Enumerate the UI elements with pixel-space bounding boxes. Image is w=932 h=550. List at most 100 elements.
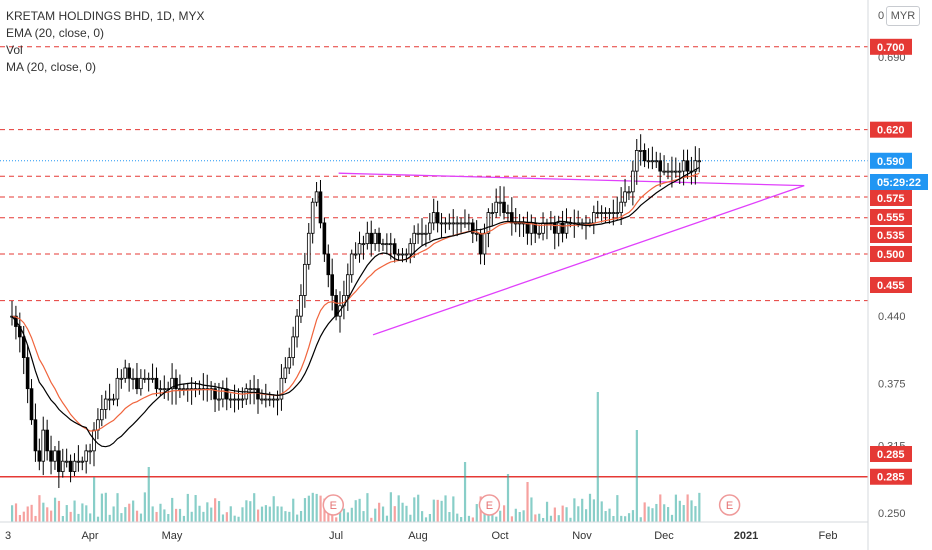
earnings-label: E xyxy=(486,500,493,512)
volume-bar xyxy=(409,514,412,522)
plot-area[interactable] xyxy=(0,0,868,522)
triangle-trendlines[interactable] xyxy=(338,172,805,336)
volume-bar xyxy=(143,492,146,522)
time-axis[interactable]: 3 Apr May Jul Aug Oct Nov Dec 2021 Feb xyxy=(0,521,868,542)
candle-body xyxy=(408,243,413,255)
volume-bar xyxy=(81,503,84,522)
candle-body xyxy=(392,243,397,255)
volume-bar xyxy=(471,517,474,522)
candle-body xyxy=(72,460,77,472)
volume-bar xyxy=(104,492,107,522)
candle-body xyxy=(154,377,159,390)
volume-bar xyxy=(577,506,580,522)
volume-bar xyxy=(124,507,127,522)
volume-bar xyxy=(475,504,478,522)
volume-bar xyxy=(57,500,61,522)
volume-bar xyxy=(292,498,295,522)
price-tick-label: 0.375 xyxy=(878,379,906,391)
volume-bar xyxy=(342,508,346,522)
volume-bar xyxy=(389,492,392,522)
volume-bar xyxy=(460,517,463,522)
volume-bar xyxy=(686,494,689,522)
volume-bar xyxy=(214,498,217,522)
volume-bar xyxy=(366,493,369,522)
candle-body xyxy=(232,398,237,401)
volume-bar xyxy=(553,507,556,522)
candle-body xyxy=(41,429,46,462)
candle-body xyxy=(537,232,541,235)
volume-bar xyxy=(53,497,57,522)
candle-body xyxy=(373,232,377,245)
volume-bar xyxy=(499,510,502,522)
candle-body xyxy=(314,191,319,203)
price-tick-label: 0 xyxy=(878,10,884,22)
volume-bar xyxy=(245,500,248,522)
candle-body xyxy=(552,222,557,234)
candle-body xyxy=(213,388,217,400)
level-tag-3: 0.555 xyxy=(870,209,912,225)
level-tag-3-text: 0.555 xyxy=(877,212,905,224)
volume-bar xyxy=(690,500,693,522)
volume-bar xyxy=(631,510,635,522)
volume-bar xyxy=(467,515,471,522)
indicator-vol[interactable]: Vol xyxy=(6,43,23,57)
ma20-line xyxy=(11,166,700,448)
volume-bar xyxy=(510,516,514,522)
volume-bar xyxy=(46,507,49,522)
volume-bar xyxy=(424,517,428,522)
candle-body xyxy=(404,253,409,256)
volume-bar xyxy=(151,506,154,522)
volume-bar xyxy=(65,505,68,522)
candle-body xyxy=(474,232,479,235)
chart-title[interactable]: KRETAM HOLDINGS BHD, 1D, MYX xyxy=(6,9,205,23)
candle-body xyxy=(76,460,81,463)
time-tick-label: May xyxy=(162,530,183,542)
volume-bar xyxy=(542,517,545,522)
volume-bar xyxy=(592,499,596,522)
volume-bar xyxy=(674,494,678,522)
volume-bar xyxy=(221,514,225,522)
currency-button[interactable]: MYR xyxy=(886,6,920,26)
candle-body xyxy=(584,222,588,225)
earnings-label: E xyxy=(726,500,733,512)
volume-bar xyxy=(198,505,201,522)
candle-body xyxy=(80,460,85,463)
volume-bar xyxy=(241,507,244,522)
volume-bar xyxy=(280,506,283,522)
chart-legend: KRETAM HOLDINGS BHD, 1D, MYX EMA (20, cl… xyxy=(6,8,204,76)
volume-bar xyxy=(89,513,92,522)
candle-body xyxy=(638,149,643,152)
level-tag-solid-text: 0.285 xyxy=(877,472,905,484)
earnings-marker-0: E xyxy=(322,494,345,516)
candle-body xyxy=(64,460,69,463)
indicator-ema[interactable]: EMA (20, close, 0) xyxy=(6,26,105,40)
volume-bar xyxy=(549,515,553,522)
volume-bar xyxy=(163,509,166,522)
candle-body xyxy=(381,243,385,246)
candle-body xyxy=(291,336,295,359)
candle-body xyxy=(447,222,452,225)
volume-bar xyxy=(171,497,174,522)
volume-bar xyxy=(581,498,584,522)
volume-bar xyxy=(96,516,100,522)
candle-body xyxy=(146,377,151,380)
volume-bar xyxy=(339,509,342,522)
volume-bar xyxy=(69,511,72,522)
volume-bar xyxy=(30,504,33,522)
candle-body xyxy=(377,232,381,245)
candle-body xyxy=(174,377,178,390)
candle-body xyxy=(139,377,143,390)
candle-body xyxy=(279,377,284,400)
volume-bar xyxy=(530,497,533,522)
indicator-ma[interactable]: MA (20, close, 0) xyxy=(6,60,97,74)
candle-body xyxy=(306,232,311,265)
candle-body xyxy=(107,398,112,401)
candle-body xyxy=(37,450,42,462)
volume-bar xyxy=(139,513,143,522)
candle-body xyxy=(631,170,635,193)
volume-bar xyxy=(14,503,18,522)
volume-bar xyxy=(311,492,314,522)
